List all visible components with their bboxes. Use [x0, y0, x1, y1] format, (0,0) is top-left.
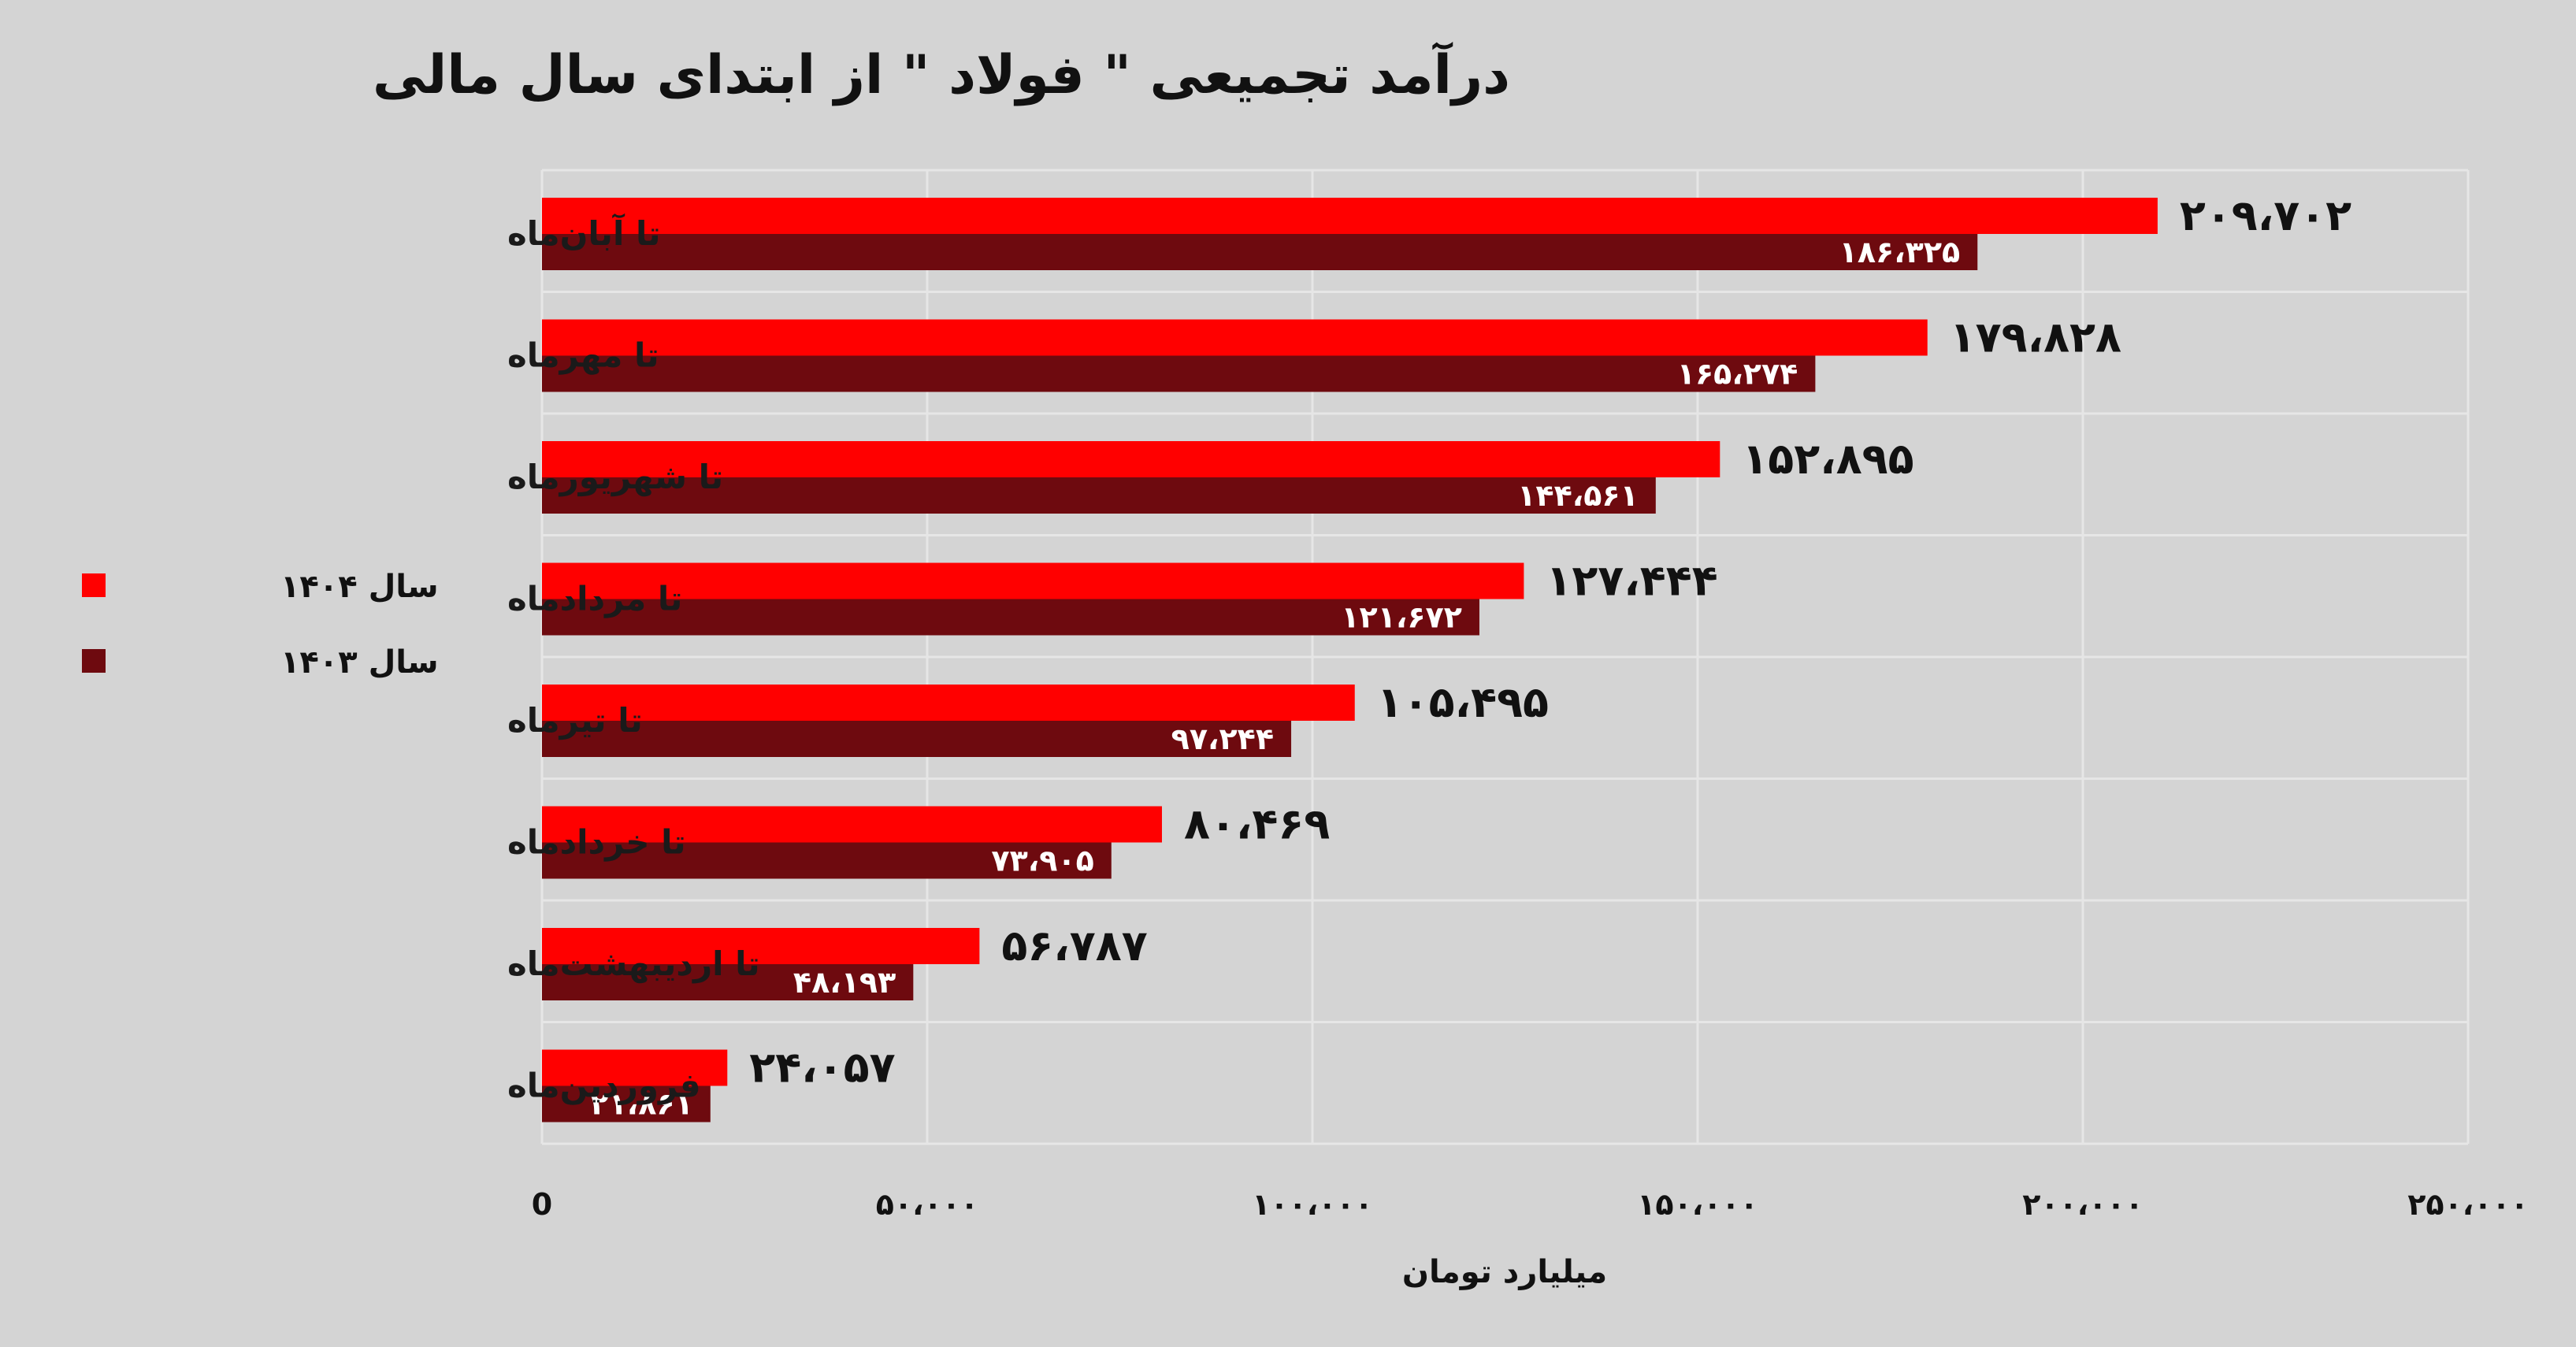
data-label-1403: ۴۸،۱۹۳: [793, 965, 896, 1000]
bar-1403: [542, 964, 914, 1000]
data-label-1403: ۲۱،۸۶۱: [590, 1087, 692, 1122]
bar-1404: [542, 198, 2158, 234]
data-label-1404: ۲۴،۰۵۷: [749, 1043, 895, 1093]
bars: ۲۰۹،۷۰۲ ۱۸۶،۳۲۵ ۱۷۹،۸۲۸ ۱۶۵،۲۷۴ ۱۵۲،۸۹۵ ۱۴۴،۵…: [542, 191, 2351, 1122]
data-label-1403: ۷۳،۹۰۵: [991, 844, 1093, 878]
bar-1403: [542, 599, 1479, 636]
data-label-1404: ۱۵۲،۸۹۵: [1742, 434, 1913, 484]
x-tick-label: ۵۰،۰۰۰: [876, 1187, 978, 1222]
category-label: تا شهریورماه: [507, 458, 723, 497]
data-label-1404: ۱۷۹،۸۲۸: [1950, 313, 2121, 362]
x-tick-label: ۲۰۰،۰۰۰: [2022, 1187, 2144, 1222]
data-label-1404: ۱۲۷،۴۴۴: [1546, 556, 1717, 606]
bar-1403: [542, 721, 1292, 757]
category-label: تا مهرماه: [507, 336, 659, 376]
legend: سال ۱۴۰۴ سال ۱۴۰۳: [82, 569, 439, 681]
legend-label: سال ۱۴۰۴: [280, 569, 439, 605]
data-label-1403: ۱۴۴،۵۶۱: [1517, 478, 1639, 513]
legend-label: سال ۱۴۰۳: [280, 644, 439, 681]
chart-title: درآمد تجمیعی " فولاد " از ابتدای سال مال…: [373, 41, 1510, 106]
data-label-1403: ۹۷،۲۴۴: [1171, 722, 1274, 756]
bar-1404: [542, 806, 1162, 843]
data-label-1404: ۸۰،۴۶۹: [1184, 800, 1330, 849]
category-label: تا تیرماه: [507, 701, 643, 740]
category-labels: تا آبان‌ماه تا مهرماه تا شهریورماه تا مرداد…: [507, 213, 760, 1106]
data-label-1403: ۱۶۵،۲۷۴: [1677, 357, 1798, 391]
category-label: تا آبان‌ماه: [507, 213, 661, 253]
x-axis-ticks: 0 ۵۰،۰۰۰ ۱۰۰،۰۰۰ ۱۵۰،۰۰۰ ۲۰۰،۰۰۰ ۲۵۰،۰۰۰: [532, 1187, 2529, 1222]
bar-1404: [542, 441, 1720, 477]
x-axis-title: میلیارد تومان: [1402, 1254, 1607, 1290]
legend-swatch: [82, 649, 106, 673]
bar-1404: [542, 319, 1928, 356]
x-tick-label: ۱۵۰،۰۰۰: [1637, 1187, 1758, 1222]
data-label-1403: ۱۸۶،۳۲۵: [1839, 235, 1961, 269]
category-label: تا مردادماه: [507, 580, 682, 619]
bar-1403: [542, 234, 1978, 270]
x-tick-label: 0: [532, 1187, 552, 1222]
category-label: فروردین‌ماه: [507, 1067, 701, 1106]
gridlines: [540, 169, 2470, 1145]
data-label-1404: ۱۰۵،۴۹۵: [1377, 677, 1549, 727]
bar-1404: [542, 562, 1524, 599]
data-label-1404: ۵۶،۷۸۷: [1001, 921, 1147, 970]
bar-1403: [542, 477, 1656, 514]
bar-1404: [542, 1049, 728, 1086]
legend-swatch: [82, 573, 106, 597]
data-label-1404: ۲۰۹،۷۰۲: [2180, 191, 2351, 240]
category-label: تا خردادماه: [507, 823, 686, 863]
bar-1404: [542, 928, 980, 964]
x-tick-label: ۲۵۰،۰۰۰: [2407, 1187, 2529, 1222]
bar-1403: [542, 842, 1112, 879]
bar-1403: [542, 1085, 711, 1122]
x-tick-label: ۱۰۰،۰۰۰: [1252, 1187, 1373, 1222]
data-label-1403: ۱۲۱،۶۷۲: [1341, 600, 1462, 635]
bar-1404: [542, 685, 1355, 721]
category-label: تا اردیبهشت‌ماه: [507, 944, 760, 984]
bar-1403: [542, 355, 1816, 392]
